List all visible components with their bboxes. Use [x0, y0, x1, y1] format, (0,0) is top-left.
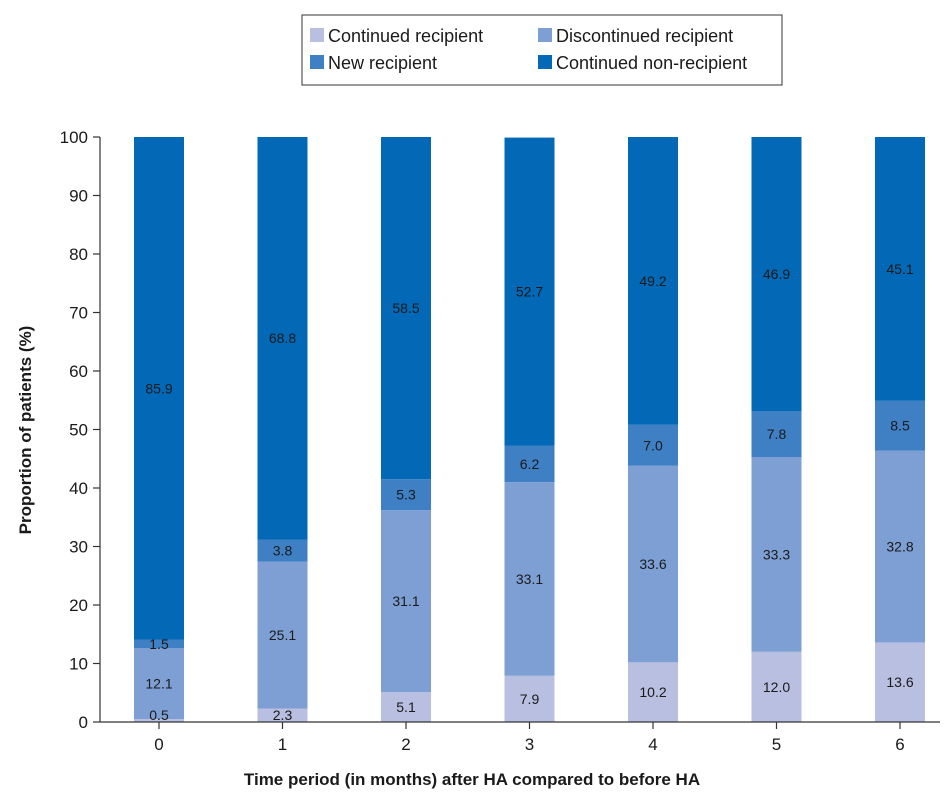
data-label: 7.0: [643, 437, 663, 453]
x-tick-label: 1: [278, 735, 287, 754]
y-tick-label: 0: [79, 713, 88, 732]
bar-segment: [875, 642, 925, 722]
data-label: 1.5: [149, 636, 169, 652]
x-tick-label: 6: [895, 735, 904, 754]
bar-segment: [751, 651, 802, 722]
data-label: 46.9: [763, 266, 790, 282]
data-label: 5.1: [396, 699, 416, 715]
bar-segment: [504, 482, 555, 676]
bar-segment: [504, 445, 555, 483]
y-tick-label: 70: [69, 304, 88, 323]
y-axis-title: Proportion of patients (%): [16, 326, 35, 535]
data-label: 2.3: [273, 707, 293, 723]
bar-segment: [257, 708, 308, 722]
data-label: 13.6: [886, 674, 913, 690]
y-tick-label: 80: [69, 245, 88, 264]
legend-swatch: [310, 55, 324, 69]
data-label: 25.1: [269, 627, 296, 643]
x-ticks: 0 1 2 3 4 5 6: [154, 722, 905, 754]
x-tick-label: 5: [772, 735, 781, 754]
bar-segment: [504, 675, 555, 722]
bar-segment: [381, 137, 431, 480]
data-label: 52.7: [516, 284, 543, 300]
x-tick-label: 2: [401, 735, 410, 754]
bar-segment: [257, 539, 308, 562]
bar-segment: [875, 400, 925, 451]
y-tick-label: 20: [69, 596, 88, 615]
data-label: 31.1: [392, 593, 419, 609]
bar-segment: [628, 465, 678, 663]
x-axis-title: Time period (in months) after HA compare…: [244, 770, 700, 789]
bar-segment: [134, 648, 184, 720]
data-label: 12.0: [763, 679, 790, 695]
y-tick-label: 40: [69, 479, 88, 498]
y-tick-label: 100: [60, 128, 88, 147]
data-label: 49.2: [639, 273, 666, 289]
segment-labels: 0.5 12.1 1.5 85.9 2.3 25.1 3.8 68.8 5.1 31.1 5.3 58…: [145, 261, 913, 723]
data-label: 0.5: [149, 707, 169, 723]
legend-swatch: [538, 55, 552, 69]
data-label: 6.2: [520, 456, 540, 472]
data-label: 7.8: [767, 426, 787, 442]
bar-segment: [381, 510, 431, 693]
data-label: 33.6: [639, 556, 666, 572]
bar-segment: [875, 450, 925, 643]
data-label: 32.8: [886, 539, 913, 555]
bar-segment: [257, 137, 308, 540]
bar-segment: [628, 137, 678, 425]
data-label: 33.1: [516, 571, 543, 587]
legend-label: Continued non-recipient: [556, 53, 747, 73]
bar-segment: [134, 137, 184, 640]
data-label: 33.3: [763, 546, 790, 562]
data-label: 12.1: [145, 676, 172, 692]
data-label: 3.8: [273, 543, 293, 559]
legend-box: [301, 14, 783, 86]
bar-segment: [751, 411, 802, 457]
legend: Continued recipient Discontinued recipien…: [301, 14, 783, 86]
x-tick-label: 4: [648, 735, 657, 754]
x-tick-label: 3: [525, 735, 534, 754]
data-label: 8.5: [890, 418, 910, 434]
legend-label: New recipient: [328, 53, 437, 73]
bar-segment: [381, 479, 431, 511]
bars: [134, 137, 925, 722]
legend-label: Discontinued recipient: [556, 26, 733, 46]
bar-segment: [381, 692, 431, 722]
y-ticks: 0 10 20 30 40 50 60 70 80 90 100: [60, 128, 100, 732]
bar-segment: [628, 424, 678, 466]
x-tick-label: 0: [154, 735, 163, 754]
bar-segment: [134, 719, 184, 722]
bar-segment: [751, 137, 802, 412]
data-label: 68.8: [269, 330, 296, 346]
bar-segment: [875, 137, 925, 401]
data-label: 7.9: [520, 691, 540, 707]
legend-swatch: [310, 28, 324, 42]
y-tick-label: 50: [69, 421, 88, 440]
bar-segment: [134, 639, 184, 649]
legend-swatch: [538, 28, 552, 42]
bar-segment: [257, 561, 308, 709]
bar-segment: [628, 662, 678, 722]
y-tick-label: 90: [69, 187, 88, 206]
bar-segment: [504, 137, 555, 446]
y-tick-label: 30: [69, 538, 88, 557]
data-label: 10.2: [639, 684, 666, 700]
data-label: 58.5: [392, 300, 419, 316]
data-label: 45.1: [886, 261, 913, 277]
data-label: 5.3: [396, 487, 416, 503]
bar-segment: [751, 456, 802, 652]
y-tick-label: 60: [69, 362, 88, 381]
y-tick-label: 10: [69, 655, 88, 674]
legend-label: Continued recipient: [328, 26, 483, 46]
data-label: 85.9: [145, 380, 172, 396]
